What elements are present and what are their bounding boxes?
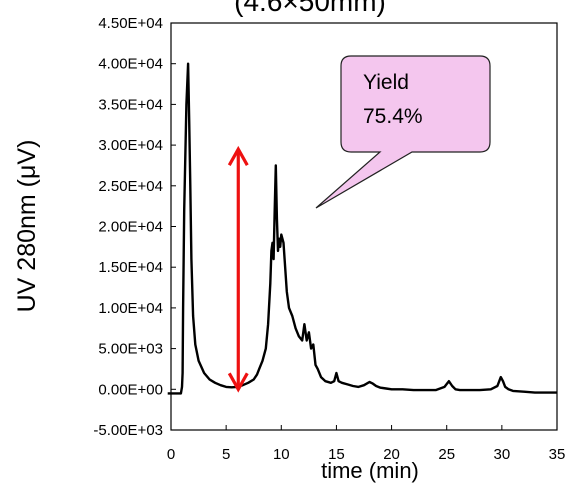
y-tick-label: 5.00E+03 [98, 341, 163, 358]
yield-callout: Yield 75.4% [315, 55, 491, 209]
y-tick-label: 4.00E+04 [98, 56, 163, 73]
callout-bubble [315, 55, 491, 209]
y-tick-label: 3.50E+04 [98, 96, 163, 113]
arrow-layer [227, 145, 249, 393]
range-arrow-head-top [227, 145, 249, 166]
x-tick-label: 20 [383, 446, 400, 463]
y-tick-label: 1.50E+04 [98, 259, 163, 276]
series-layer [167, 62, 557, 395]
y-tick-label: 2.00E+04 [98, 219, 163, 236]
x-tick-label: 10 [273, 446, 290, 463]
x-tick-label: 15 [328, 446, 345, 463]
y-tick-label: 1.00E+04 [98, 300, 163, 317]
chart-title: (4.6×50mm) [234, 0, 386, 17]
y-axis-ticks: -5.00E+03 0.00E+00 5.00E+03 1.00E+04 1.50E+0… [93, 15, 176, 439]
y-tick-label: 2.50E+04 [98, 178, 163, 195]
callout-yield-value: 75.4% [363, 105, 423, 128]
x-tick-label: 30 [494, 446, 511, 463]
y-axis-title: UV 280nm (μV) [13, 140, 41, 313]
x-tick-label: 5 [222, 446, 230, 463]
x-axis-title: time (min) [321, 458, 419, 483]
x-tick-label: 25 [438, 446, 455, 463]
range-arrow-head-bottom [227, 372, 249, 393]
callout-yield-label: Yield [363, 71, 409, 94]
x-tick-label: 35 [549, 446, 566, 463]
chromatogram-trace [167, 62, 557, 395]
y-tick-label: 4.50E+04 [98, 15, 163, 32]
y-tick-label: -5.00E+03 [93, 422, 163, 439]
x-tick-label: 0 [167, 446, 175, 463]
x-axis-ticks: 0 5 10 15 20 25 30 35 [167, 425, 566, 463]
y-tick-label: 3.00E+04 [98, 137, 163, 154]
y-tick-label: 0.00E+00 [98, 381, 163, 398]
